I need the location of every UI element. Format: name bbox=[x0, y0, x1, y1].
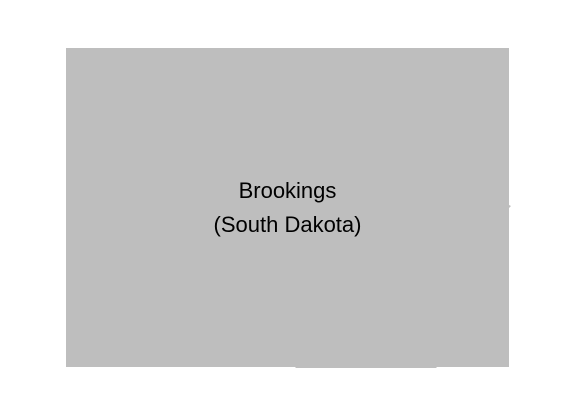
state-name: (South Dakota) bbox=[213, 212, 362, 237]
county-label: Brookings (South Dakota) bbox=[66, 174, 509, 242]
county-name: Brookings bbox=[238, 178, 337, 203]
county-shape bbox=[66, 48, 511, 368]
